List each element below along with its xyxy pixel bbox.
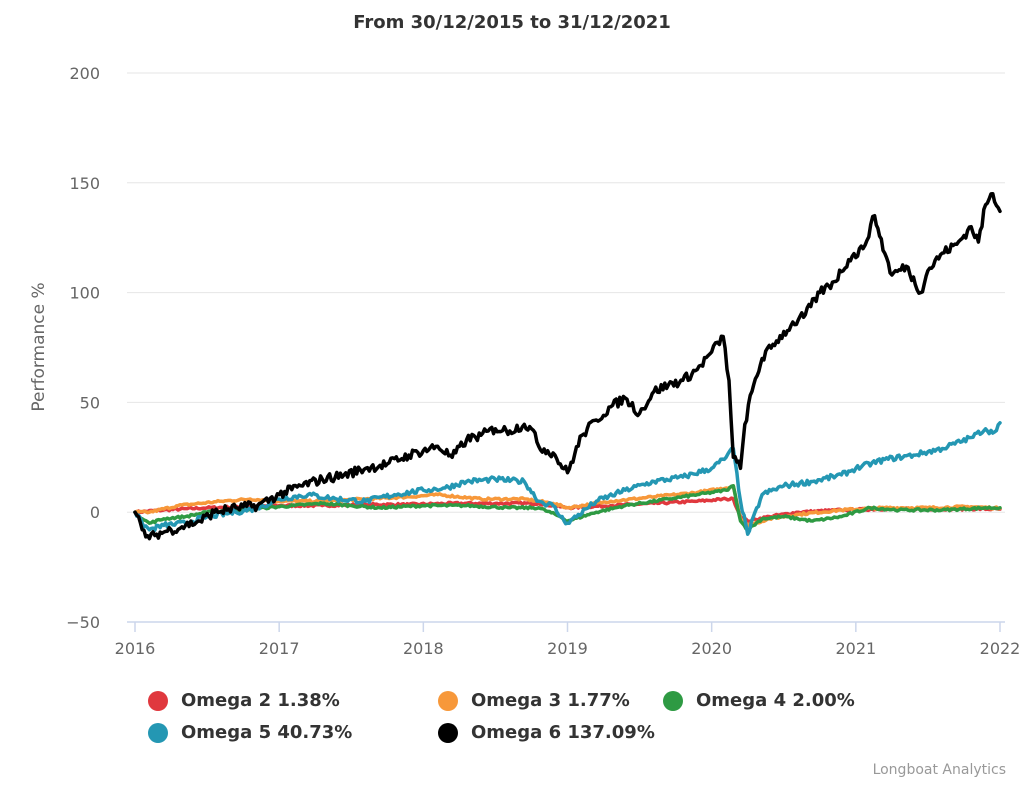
x-tick-label: 2021 — [835, 639, 876, 658]
legend-marker-icon — [438, 722, 458, 743]
axis-layer: 200 150 100 50 0 −50 2016 2017 2018 2019 2020 2021 2… — [66, 64, 1020, 658]
legend-item-omega-6[interactable]: Omega 6 137.09% — [438, 722, 655, 743]
legend-marker-icon — [663, 690, 683, 711]
x-tick-label: 2020 — [691, 639, 732, 658]
legend-marker-icon — [438, 690, 458, 711]
x-tick-label: 2017 — [259, 639, 300, 658]
y-tick-label: 100 — [69, 284, 100, 303]
legend-marker-icon — [148, 722, 168, 743]
legend-label: Omega 3 1.77% — [471, 690, 630, 711]
x-tick-label: 2022 — [980, 639, 1021, 658]
credits-text: Longboat Analytics — [872, 762, 1006, 778]
legend-item-omega-5[interactable]: Omega 5 40.73% — [148, 722, 352, 743]
y-tick-label: 0 — [90, 503, 100, 522]
grid-layer — [127, 72, 1005, 513]
y-axis-label: Performance % — [29, 282, 49, 411]
y-tick-label: 200 — [69, 64, 100, 83]
legend-item-omega-4[interactable]: Omega 4 2.00% — [663, 690, 855, 711]
y-tick-label: −50 — [66, 613, 100, 632]
y-tick-label: 150 — [69, 174, 100, 193]
legend-label: Omega 2 1.38% — [181, 690, 340, 711]
legend-item-omega-3[interactable]: Omega 3 1.77% — [438, 690, 630, 711]
series-line-omega-4[interactable] — [133, 484, 1002, 532]
chart-title: From 30/12/2015 to 31/12/2021 — [353, 12, 671, 33]
x-tick-label: 2019 — [547, 639, 588, 658]
y-tick-label: 50 — [80, 393, 100, 412]
x-tick-label: 2018 — [403, 639, 444, 658]
legend-item-omega-2[interactable]: Omega 2 1.38% — [148, 690, 340, 711]
x-tick-label: 2016 — [115, 639, 156, 658]
legend-label: Omega 6 137.09% — [471, 722, 655, 743]
legend-label: Omega 4 2.00% — [696, 690, 855, 711]
series-line-omega-5[interactable] — [133, 421, 1002, 536]
series-line-omega-6[interactable] — [133, 192, 1002, 541]
legend-marker-icon — [148, 690, 168, 711]
series-layer — [133, 192, 1002, 541]
legend-label: Omega 5 40.73% — [181, 722, 353, 743]
